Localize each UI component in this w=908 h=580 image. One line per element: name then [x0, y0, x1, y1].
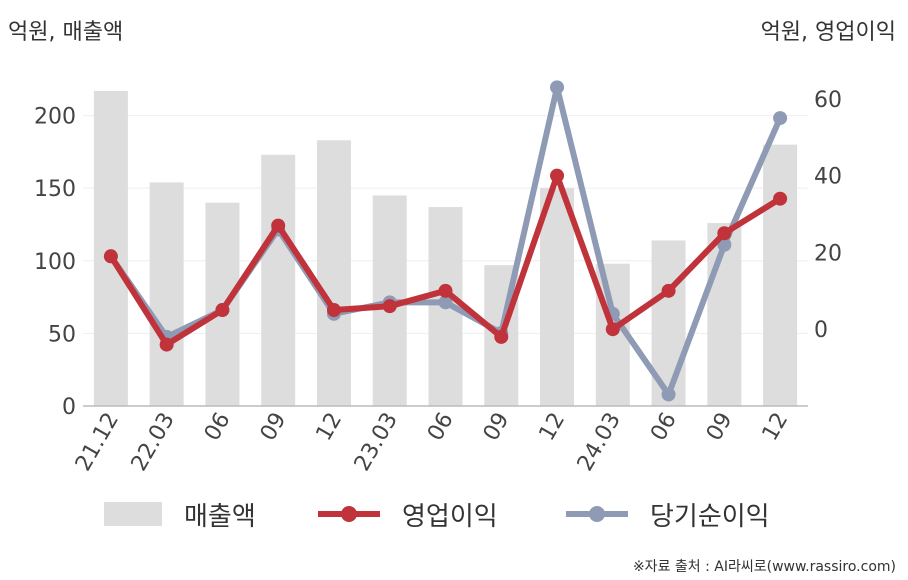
net-income-point	[550, 80, 565, 95]
x-tick-label: 22.03	[127, 409, 180, 476]
left-axis-ticks: 0 50 100 150 200	[34, 105, 76, 420]
x-tick-label: 06	[646, 409, 682, 446]
operating-profit-point	[271, 218, 286, 233]
x-tick-label: 24.03	[573, 409, 626, 476]
legend-item-operating-profit: 영업이익	[318, 492, 498, 536]
operating-profit-point	[773, 191, 788, 206]
operating-profit-point	[382, 299, 397, 314]
legend-label-net-income: 당기순이익	[650, 501, 770, 532]
x-tick-label: 12	[312, 409, 348, 446]
left-axis-unit: 억원, 매출액	[8, 20, 124, 45]
net-income-point	[773, 111, 788, 126]
net-income-point	[438, 295, 453, 310]
x-tick-label: 12	[535, 409, 571, 446]
operating-profit-point	[438, 283, 453, 298]
legend-swatch-net-income	[566, 502, 628, 526]
left-tick-label: 150	[34, 177, 76, 202]
x-tick-label: 06	[200, 409, 236, 446]
revenue-bar	[707, 223, 742, 406]
operating-profit-point	[605, 322, 620, 337]
revenue-bar	[316, 140, 351, 406]
x-tick-label: 09	[479, 409, 515, 446]
right-tick-label: 40	[814, 165, 842, 190]
right-axis-ticks: 0 20 40 60	[814, 88, 842, 343]
legend-swatch-revenue	[104, 502, 162, 526]
net-income-point	[661, 387, 676, 402]
left-tick-label: 50	[48, 322, 76, 347]
operating-profit-point	[661, 283, 676, 298]
source-note: ※자료 출처 : AI라씨로(www.rassiro.com)	[632, 559, 896, 575]
legend-item-revenue: 매출액	[104, 492, 256, 536]
line-series	[103, 80, 788, 402]
left-tick-label: 0	[62, 395, 76, 420]
left-tick-label: 200	[34, 105, 76, 130]
operating-profit-point	[494, 329, 509, 344]
operating-profit-point	[159, 337, 174, 352]
left-tick-label: 100	[34, 250, 76, 275]
legend-label-operating-profit: 영업이익	[402, 501, 498, 532]
operating-profit-point	[215, 303, 230, 318]
legend-label-revenue: 매출액	[184, 501, 256, 532]
legend: 매출액 영업이익 당기순이익	[0, 492, 908, 536]
operating-profit-point	[326, 303, 341, 318]
legend-item-net-income: 당기순이익	[566, 492, 770, 536]
right-axis-unit: 억원, 영업이익	[760, 20, 896, 45]
x-tick-label: 09	[702, 409, 738, 446]
revenue-bar	[149, 182, 184, 406]
revenue-bar	[261, 154, 296, 406]
x-tick-label: 09	[256, 409, 292, 446]
bar-series	[93, 90, 798, 406]
revenue-bar	[540, 188, 575, 406]
x-tick-label: 21.12	[71, 409, 124, 476]
operating-profit-point	[103, 249, 118, 264]
revenue-bar	[93, 90, 128, 406]
x-tick-label: 06	[423, 409, 459, 446]
operating-profit-point	[550, 168, 565, 183]
right-tick-label: 20	[814, 241, 842, 266]
net-income-point	[717, 237, 732, 252]
revenue-bar	[763, 144, 798, 406]
x-axis-ticks: 21.12 22.03 06 09 12 23.03 06 09 12 24.03 06 09 12	[71, 409, 793, 476]
legend-swatch-operating-profit	[318, 502, 380, 526]
right-tick-label: 0	[814, 318, 828, 343]
right-tick-label: 60	[814, 88, 842, 113]
x-tick-label: 12	[758, 409, 794, 446]
operating-profit-point	[717, 226, 732, 241]
x-tick-label: 23.03	[350, 409, 403, 476]
